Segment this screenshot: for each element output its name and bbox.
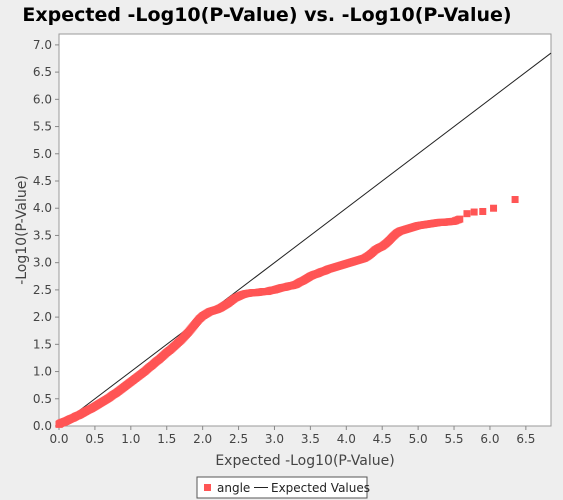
chart-title: Expected -Log10(P-Value) vs. -Log10(P-Va… [22, 4, 511, 26]
y-tick-label: 6.5 [33, 65, 52, 79]
plot-area [58, 33, 552, 427]
legend-box [196, 476, 368, 499]
x-tick-label: 4.0 [337, 432, 356, 446]
y-tick-label: 3.5 [33, 228, 52, 242]
angle-point [479, 207, 487, 215]
y-tick-label: 6.0 [33, 92, 52, 106]
angle-point [456, 215, 464, 223]
legend-expected-label: Expected Values [271, 481, 370, 495]
x-tick-label: 0.5 [85, 432, 104, 446]
x-tick-label: 4.5 [373, 432, 392, 446]
x-tick-label: 1.5 [157, 432, 176, 446]
y-tick-label: 2.0 [33, 310, 52, 324]
x-axis-label: Expected -Log10(P-Value) [215, 453, 394, 469]
y-axis: 0.0 0.5 1.0 1.5 2.0 2.5 3.0 3.5 4.0 4.5 5.0 5.5 6.0 6… [33, 38, 59, 433]
angle-point [463, 210, 471, 218]
x-tick-label: 3.5 [301, 432, 320, 446]
legend-angle-marker [204, 484, 211, 491]
y-tick-label: 5.5 [33, 120, 52, 134]
y-tick-label: 7.0 [33, 38, 52, 52]
angle-points-layer [55, 196, 519, 428]
y-tick-label: 0.0 [33, 419, 52, 433]
expected-values-line [58, 52, 552, 427]
y-tick-label: 1.0 [33, 365, 52, 379]
x-tick-label: 0.0 [49, 432, 68, 446]
expected-values-layer [58, 52, 552, 427]
y-tick-label: 2.5 [33, 283, 52, 297]
y-axis-label: -Log10(P-Value) [14, 175, 30, 285]
x-axis: 0.0 0.5 1.0 1.5 2.0 2.5 3.0 3.5 4.0 4.5 5.0 5.5 6.0 6… [49, 426, 535, 446]
angle-point [470, 208, 478, 216]
y-tick-label: 3.0 [33, 256, 52, 270]
x-tick-label: 6.0 [480, 432, 499, 446]
x-tick-label: 2.0 [193, 432, 212, 446]
angle-point [490, 204, 498, 212]
angle-point [511, 196, 519, 204]
legend-angle-label: angle [217, 481, 250, 495]
x-tick-label: 5.5 [444, 432, 463, 446]
y-tick-label: 4.5 [33, 174, 52, 188]
y-tick-label: 1.5 [33, 337, 52, 351]
x-tick-label: 2.5 [229, 432, 248, 446]
y-tick-label: 0.5 [33, 392, 52, 406]
x-tick-label: 6.5 [516, 432, 535, 446]
y-tick-label: 4.0 [33, 201, 52, 215]
x-tick-label: 5.0 [409, 432, 428, 446]
y-tick-label: 5.0 [33, 147, 52, 161]
x-tick-label: 1.0 [121, 432, 140, 446]
legend: angle Expected Values [196, 476, 370, 499]
x-tick-label: 3.0 [265, 432, 284, 446]
